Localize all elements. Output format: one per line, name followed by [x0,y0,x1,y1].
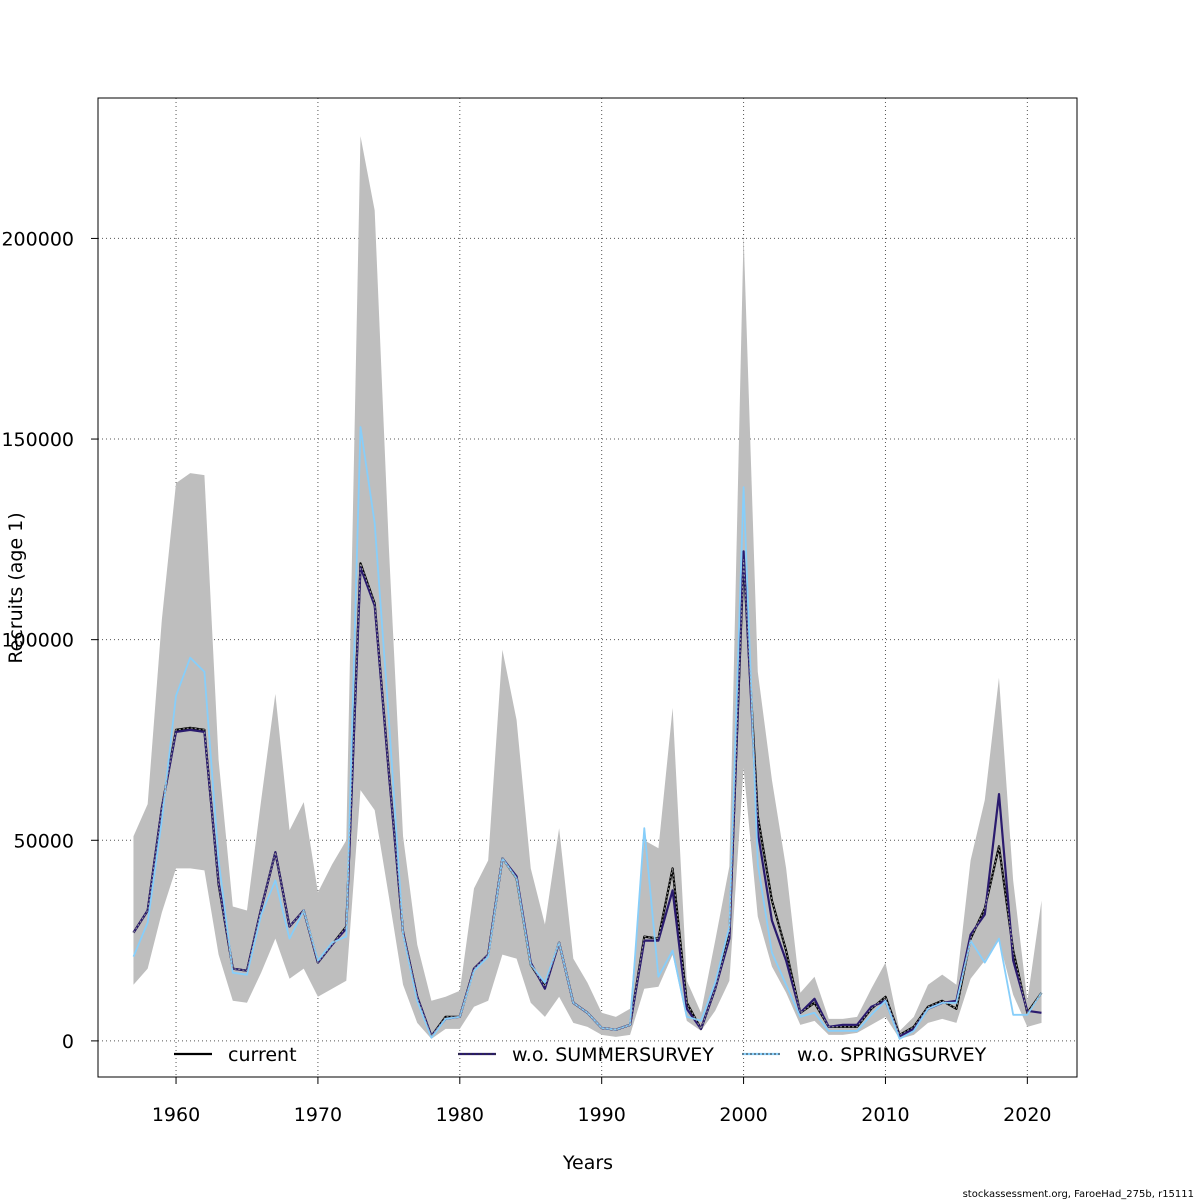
x-tick-label: 2020 [1003,1104,1051,1126]
legend-label: w.o. SUMMERSURVEY [512,1044,714,1066]
x-axis: 1960 1970 1980 1990 2000 2010 2020 [152,1077,1052,1126]
x-tick-label: 1990 [578,1104,626,1126]
y-tick-label: 200000 [1,228,74,250]
x-axis-title: Years [562,1152,613,1174]
plot-frame [97,97,1078,1078]
confidence-band [133,136,1042,1039]
y-axis-title: Recruits (age 1) [5,512,27,663]
series-lines [132,426,1043,1040]
y-tick-label: 50000 [14,830,74,852]
confidence-band-area [133,136,1042,1039]
footer-credit: stockassessment.org, FaroeHad_275b, r151… [963,1189,1194,1200]
y-tick-label: 100000 [1,630,74,652]
y-axis: 0 50000 100000 150000 200000 [1,228,98,1053]
x-tick-label: 1980 [436,1104,484,1126]
legend-label: w.o. SPRINGSURVEY [797,1044,987,1066]
x-tick-label: 1970 [294,1104,342,1126]
legend: current w.o. SUMMERSURVEY w.o. SPRINGSURVE… [174,1044,987,1066]
series-line-current-dotted [133,559,1042,1038]
x-tick-label: 2010 [861,1104,909,1126]
x-tick-label: 2000 [719,1104,767,1126]
x-tick-label: 1960 [152,1104,200,1126]
legend-label: current [228,1044,297,1066]
y-tick-label: 0 [62,1031,74,1053]
y-tick-label: 150000 [1,429,74,451]
